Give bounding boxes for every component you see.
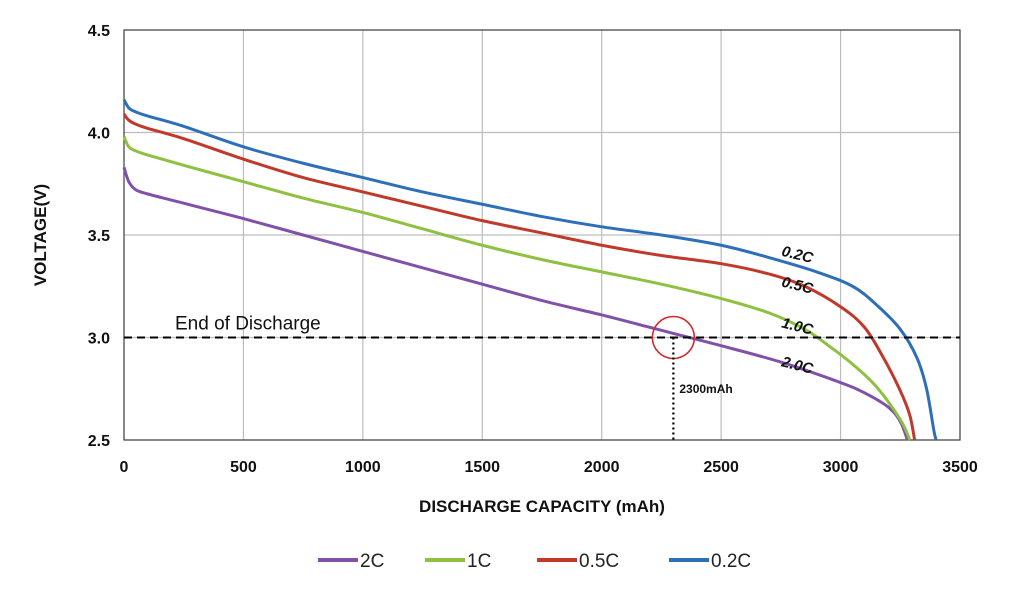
x-tick-label: 2000 <box>584 459 620 476</box>
legend-label: 1C <box>467 551 491 572</box>
x-tick-label: 3500 <box>942 459 978 476</box>
x-tick-label: 1000 <box>345 459 381 476</box>
y-tick-label: 2.5 <box>88 433 110 450</box>
curve-label: 2.0C <box>779 353 816 378</box>
legend-item: 2C <box>318 551 384 572</box>
y-tick-label: 3.0 <box>88 331 110 348</box>
legend-label: 0.5C <box>579 551 619 572</box>
series-curves <box>122 98 938 441</box>
x-axis-ticks: 0 500 1000 1500 2000 2500 3000 3500 <box>120 459 978 476</box>
capacity-marker-label: 2300mAh <box>679 382 732 396</box>
series-line-2C <box>122 166 909 441</box>
grid-lines <box>123 29 961 441</box>
legend-item: 0.5C <box>537 551 619 572</box>
x-tick-label: 0 <box>120 459 129 476</box>
x-tick-label: 500 <box>230 459 257 476</box>
legend-label: 2C <box>360 551 384 572</box>
y-axis-label: VOLTAGE(V) <box>31 184 50 286</box>
end-of-discharge-label: End of Discharge <box>175 314 321 335</box>
legend-item: 0.2C <box>669 551 751 572</box>
legend-item: 1C <box>425 551 491 572</box>
plot-frame <box>123 29 961 441</box>
x-axis-label: DISCHARGE CAPACITY (mAh) <box>419 497 665 516</box>
x-tick-label: 1500 <box>464 459 500 476</box>
y-tick-label: 3.5 <box>88 228 110 245</box>
annotations: End of Discharge 2300mAh <box>124 314 960 440</box>
x-tick-label: 2500 <box>703 459 739 476</box>
x-tick-label: 3000 <box>823 459 859 476</box>
curve-label: 1.0C <box>780 315 816 339</box>
curve-label: 0.5C <box>780 274 816 298</box>
y-tick-label: 4.0 <box>88 126 110 143</box>
legend-label: 0.2C <box>711 551 751 572</box>
series-line-0-5C <box>122 113 917 441</box>
y-axis-ticks: 2.5 3.0 3.5 4.0 4.5 <box>88 23 110 450</box>
series-line-1C <box>122 135 912 441</box>
legend: 2C 1C 0.5C 0.2C <box>318 551 751 572</box>
series-line-0-2C <box>122 98 938 441</box>
y-tick-label: 4.5 <box>88 23 110 40</box>
